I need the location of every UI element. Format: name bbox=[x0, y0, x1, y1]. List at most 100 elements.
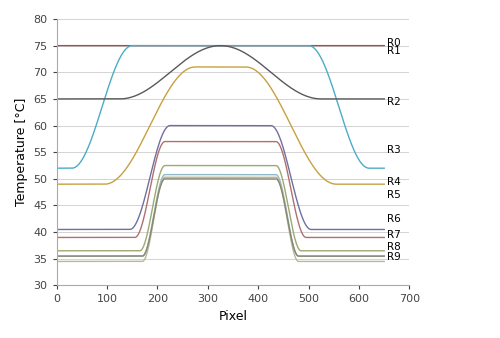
R3 bbox=[192, 65, 198, 69]
R7 bbox=[54, 254, 60, 258]
R1 bbox=[312, 47, 318, 51]
R0 bbox=[54, 44, 60, 48]
R1 bbox=[130, 44, 136, 48]
R2 bbox=[372, 97, 378, 101]
R9 bbox=[54, 254, 60, 258]
R0 bbox=[381, 44, 387, 48]
R3 bbox=[372, 182, 378, 186]
R1 bbox=[54, 166, 60, 170]
Line: R7: R7 bbox=[56, 175, 384, 256]
R3 bbox=[213, 65, 219, 69]
R7 bbox=[381, 254, 387, 258]
R9 bbox=[204, 177, 210, 181]
R6 bbox=[70, 249, 76, 253]
X-axis label: Pixel: Pixel bbox=[218, 310, 248, 323]
R6 bbox=[372, 249, 378, 253]
R2 bbox=[204, 46, 210, 50]
R3 bbox=[204, 65, 210, 69]
R9 bbox=[70, 254, 76, 258]
Line: R1: R1 bbox=[56, 46, 384, 168]
R9 bbox=[162, 177, 168, 181]
R3 bbox=[381, 182, 387, 186]
R6 bbox=[162, 164, 168, 168]
Text: R1: R1 bbox=[387, 46, 400, 56]
R9 bbox=[372, 254, 378, 258]
R6 bbox=[204, 164, 210, 168]
R9 bbox=[213, 177, 219, 181]
R9 bbox=[372, 254, 378, 258]
R5 bbox=[372, 236, 378, 240]
R2 bbox=[372, 97, 378, 101]
Text: R7: R7 bbox=[387, 230, 400, 240]
R7 bbox=[372, 254, 378, 258]
R9 bbox=[381, 254, 387, 258]
R0 bbox=[213, 44, 219, 48]
R4 bbox=[381, 227, 387, 232]
R3 bbox=[54, 182, 60, 186]
R8 bbox=[381, 259, 387, 263]
R5 bbox=[213, 140, 219, 144]
Line: R9: R9 bbox=[56, 179, 384, 256]
Line: R4: R4 bbox=[56, 125, 384, 230]
R3 bbox=[372, 182, 378, 186]
Text: R3: R3 bbox=[387, 145, 400, 154]
R4 bbox=[213, 123, 219, 127]
R1 bbox=[213, 44, 219, 48]
R8 bbox=[372, 259, 378, 263]
R0 bbox=[372, 44, 378, 48]
R2 bbox=[381, 97, 387, 101]
Text: R9: R9 bbox=[387, 252, 400, 262]
Text: R6: R6 bbox=[387, 214, 400, 224]
R4 bbox=[54, 227, 60, 232]
R7 bbox=[372, 254, 378, 258]
R3 bbox=[312, 167, 318, 171]
R6 bbox=[213, 164, 219, 168]
Text: R0: R0 bbox=[387, 38, 400, 48]
R5 bbox=[381, 236, 387, 240]
R4 bbox=[204, 123, 210, 127]
R1 bbox=[372, 166, 378, 170]
R8 bbox=[162, 175, 168, 179]
R7 bbox=[204, 173, 210, 177]
R2 bbox=[70, 97, 76, 101]
R7 bbox=[213, 173, 219, 177]
R2 bbox=[54, 97, 60, 101]
R8 bbox=[54, 259, 60, 263]
R3 bbox=[70, 182, 76, 186]
R2 bbox=[213, 44, 219, 48]
Text: R2: R2 bbox=[387, 97, 400, 106]
R1 bbox=[381, 166, 387, 170]
R6 bbox=[312, 249, 318, 253]
R1 bbox=[70, 166, 76, 170]
R0 bbox=[312, 44, 318, 48]
Y-axis label: Temperature [°C]: Temperature [°C] bbox=[15, 98, 28, 207]
Line: R2: R2 bbox=[56, 46, 384, 99]
R1 bbox=[204, 44, 210, 48]
R5 bbox=[70, 236, 76, 240]
R6 bbox=[54, 249, 60, 253]
R0 bbox=[204, 44, 210, 48]
R8 bbox=[372, 259, 378, 263]
R4 bbox=[167, 123, 173, 127]
R8 bbox=[204, 175, 210, 179]
R5 bbox=[312, 236, 318, 240]
R4 bbox=[312, 227, 318, 232]
R8 bbox=[312, 259, 318, 263]
R8 bbox=[70, 259, 76, 263]
R0 bbox=[372, 44, 378, 48]
R7 bbox=[70, 254, 76, 258]
R4 bbox=[372, 227, 378, 232]
Line: R5: R5 bbox=[56, 142, 384, 238]
R2 bbox=[312, 96, 318, 100]
Text: R5: R5 bbox=[387, 190, 400, 200]
R9 bbox=[312, 254, 318, 258]
Text: R4: R4 bbox=[387, 176, 400, 187]
R7 bbox=[312, 254, 318, 258]
R7 bbox=[162, 173, 168, 177]
R5 bbox=[372, 236, 378, 240]
R8 bbox=[213, 175, 219, 179]
Line: R8: R8 bbox=[56, 177, 384, 261]
R5 bbox=[54, 236, 60, 240]
R0 bbox=[70, 44, 76, 48]
R1 bbox=[372, 166, 378, 170]
